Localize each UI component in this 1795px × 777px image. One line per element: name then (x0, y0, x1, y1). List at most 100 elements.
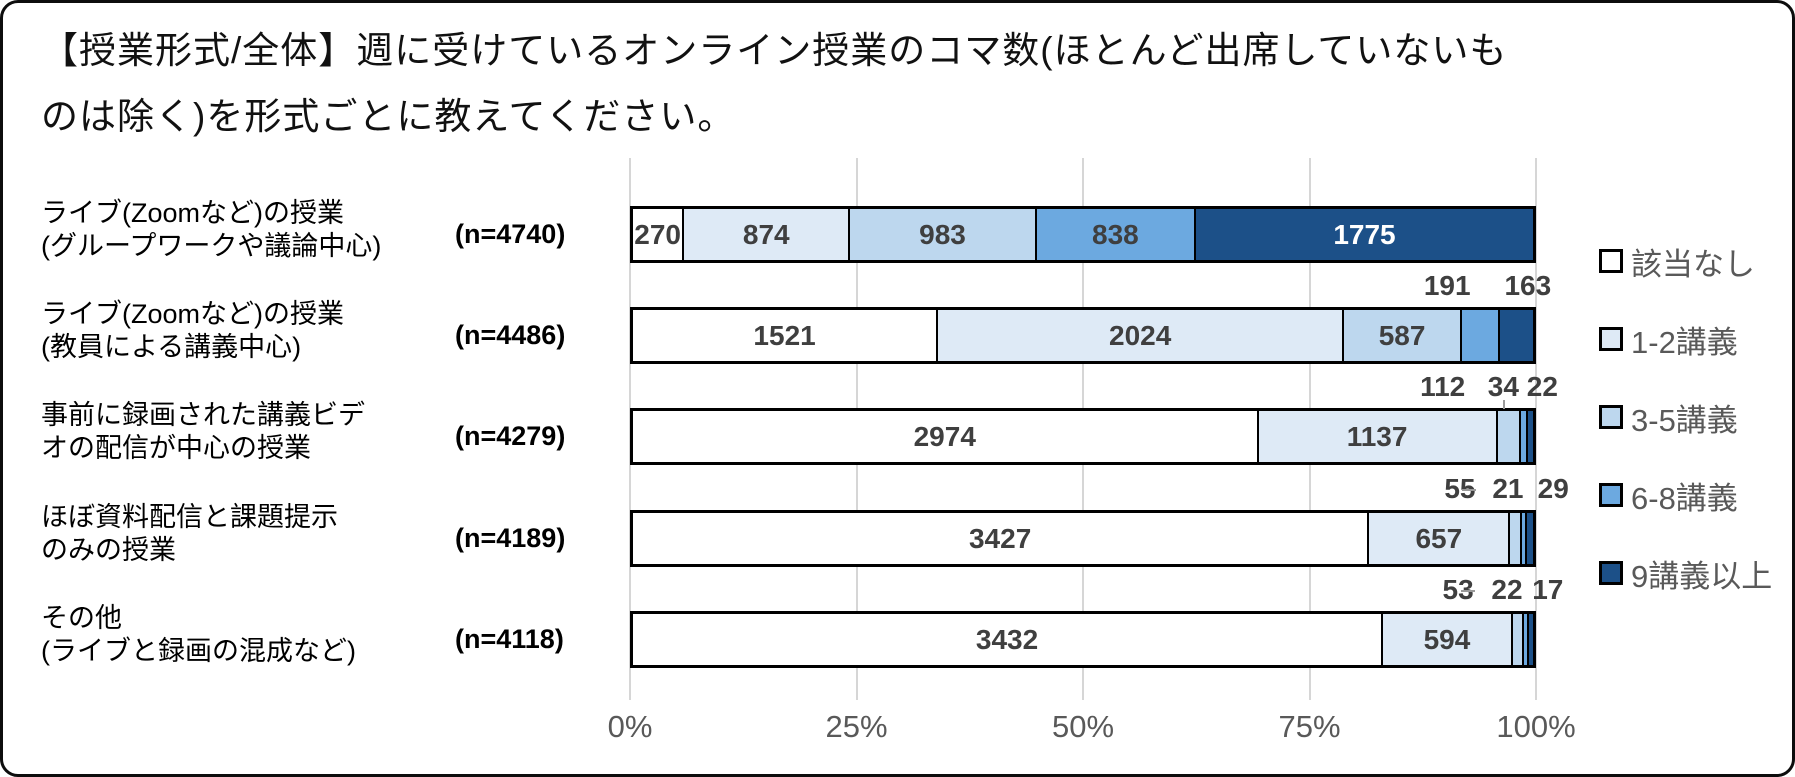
category-label-line: 事前に録画された講義ビデ (41, 400, 365, 430)
bar-segment (1521, 411, 1529, 462)
bar: 3432 594 (630, 611, 1536, 668)
segment-value-label: 657 (1415, 522, 1463, 554)
category-label: ライブ(Zoomなど)の授業 (教員による講義中心) (41, 298, 451, 364)
callout-value-label: 191 (1423, 270, 1471, 301)
segment-value-label: 3427 (968, 522, 1032, 554)
bar-segment (1500, 310, 1533, 361)
bar: 270 874 983 838 1775 (630, 206, 1536, 263)
legend-swatch (1599, 249, 1623, 273)
segment-value-label: 594 (1423, 623, 1471, 655)
sample-size-label: (n=4118) (455, 624, 564, 654)
bar-segment (1524, 614, 1530, 665)
legend-item: 3-5講義 (1599, 398, 1738, 438)
bar-segment (1529, 614, 1533, 665)
bar: 2974 1137 (630, 408, 1536, 465)
legend-label: 9講義以上 (1631, 558, 1773, 594)
category-label-line: ほぼ資料配信と課題提示 (41, 502, 338, 532)
legend-item: 9講義以上 (1599, 554, 1772, 594)
category-label-line: (グループワークや議論中心) (41, 231, 382, 261)
sample-size-label: (n=4279) (455, 421, 566, 451)
gridline (1535, 158, 1537, 700)
legend-swatch (1599, 327, 1623, 351)
legend-label: 6-8講義 (1631, 480, 1738, 516)
category-label: 事前に録画された講義ビデ オの配信が中心の授業 (41, 399, 451, 465)
segment-value-label: 3432 (975, 623, 1039, 655)
callout-value-label: 55 (1444, 473, 1476, 504)
axis-tick-label: 25% (825, 709, 888, 744)
sample-size-label: (n=4189) (455, 523, 566, 553)
segment-value-label: 587 (1378, 319, 1426, 351)
category-label-line: その他 (41, 603, 122, 633)
bar-segment (1528, 411, 1533, 462)
callout-value-label: 163 (1504, 270, 1552, 301)
chart-title-line-1: 【授業形式/全体】週に受けているオンライン授業のコマ数(ほとんど出席していないも (41, 30, 1508, 71)
sample-size-label: (n=4486) (455, 320, 566, 350)
segment-value-label: 1521 (753, 319, 816, 351)
bar-segment: 270 (633, 209, 685, 260)
legend-label: 該当なし (1631, 246, 1755, 282)
bar-segment: 594 (1383, 614, 1513, 665)
axis-tick-label: 50% (1051, 709, 1115, 744)
segment-value-label: 983 (919, 218, 966, 250)
category-label-line: (ライブと録画の混成など) (41, 636, 356, 666)
bar-segment: 657 (1369, 513, 1511, 564)
legend-swatch (1599, 483, 1623, 507)
bar-segment (1526, 513, 1533, 564)
bar-segment: 838 (1036, 209, 1196, 260)
bar-segment: 2974 (633, 411, 1259, 462)
callout-value-label: 112 (1420, 371, 1466, 402)
bar-segment: 1775 (1195, 209, 1533, 260)
bar-segment (1497, 411, 1522, 462)
leader-line (1461, 590, 1475, 592)
callout-value-label: 21 (1492, 473, 1524, 504)
bar-segment: 587 (1344, 310, 1462, 361)
bar-segment (1461, 310, 1501, 361)
category-label-line: のみの授業 (41, 535, 176, 565)
category-label-line: (教員による講義中心) (41, 332, 302, 362)
bar-segment: 3432 (633, 614, 1384, 665)
callout-value-label: 22 (1526, 371, 1558, 402)
bar-segment: 874 (684, 209, 851, 260)
segment-value-label: 1137 (1346, 420, 1408, 452)
chart-title-line-2: のは除く)を形式ごとに教えてください。 (41, 96, 736, 137)
category-label: その他 (ライブと録画の混成など) (41, 602, 451, 668)
segment-value-label: 270 (634, 218, 681, 250)
leader-line (1461, 489, 1476, 491)
segment-value-label: 874 (742, 218, 790, 250)
legend-item: 6-8講義 (1599, 476, 1738, 516)
callout-value-label: 17 (1532, 574, 1564, 605)
callout-value-label: 34 (1487, 371, 1519, 402)
category-label: ほぼ資料配信と課題提示 のみの授業 (41, 501, 451, 567)
legend-item: 1-2講義 (1599, 320, 1738, 360)
category-label-line: ライブ(Zoomなど)の授業 (41, 299, 344, 329)
segment-value-label: 1775 (1333, 218, 1396, 250)
legend-swatch (1599, 405, 1623, 429)
axis-tick-label: 0% (607, 709, 653, 744)
callout-value-label: 22 (1491, 574, 1523, 605)
legend-item: 該当なし (1599, 242, 1755, 282)
category-label: ライブ(Zoomなど)の授業 (グループワークや議論中心) (41, 197, 451, 263)
callout-value-label: 29 (1537, 473, 1569, 504)
axis-tick-label: 75% (1278, 709, 1341, 744)
sample-size-label: (n=4740) (455, 219, 566, 249)
bar: 3427 657 (630, 510, 1536, 567)
legend-swatch (1599, 561, 1623, 585)
category-label-line: ライブ(Zoomなど)の授業 (41, 198, 344, 228)
legend-label: 3-5講義 (1631, 402, 1738, 438)
segment-value-label: 838 (1092, 218, 1139, 250)
segment-value-label: 2024 (1109, 319, 1172, 351)
axis-tick-label: 100% (1496, 709, 1576, 744)
bar-segment: 2024 (938, 310, 1345, 361)
bar: 1521 2024 587 (630, 307, 1536, 364)
category-label-line: オの配信が中心の授業 (41, 433, 311, 463)
bar-segment (1522, 513, 1527, 564)
leader-line (1503, 400, 1506, 409)
bar-segment (1512, 614, 1525, 665)
bar-segment: 1521 (633, 310, 939, 361)
callout-value-label: 53 (1442, 574, 1474, 605)
legend-label: 1-2講義 (1631, 324, 1738, 360)
bar-segment: 3427 (633, 513, 1370, 564)
bar-segment (1510, 513, 1523, 564)
bar-segment: 983 (850, 209, 1037, 260)
